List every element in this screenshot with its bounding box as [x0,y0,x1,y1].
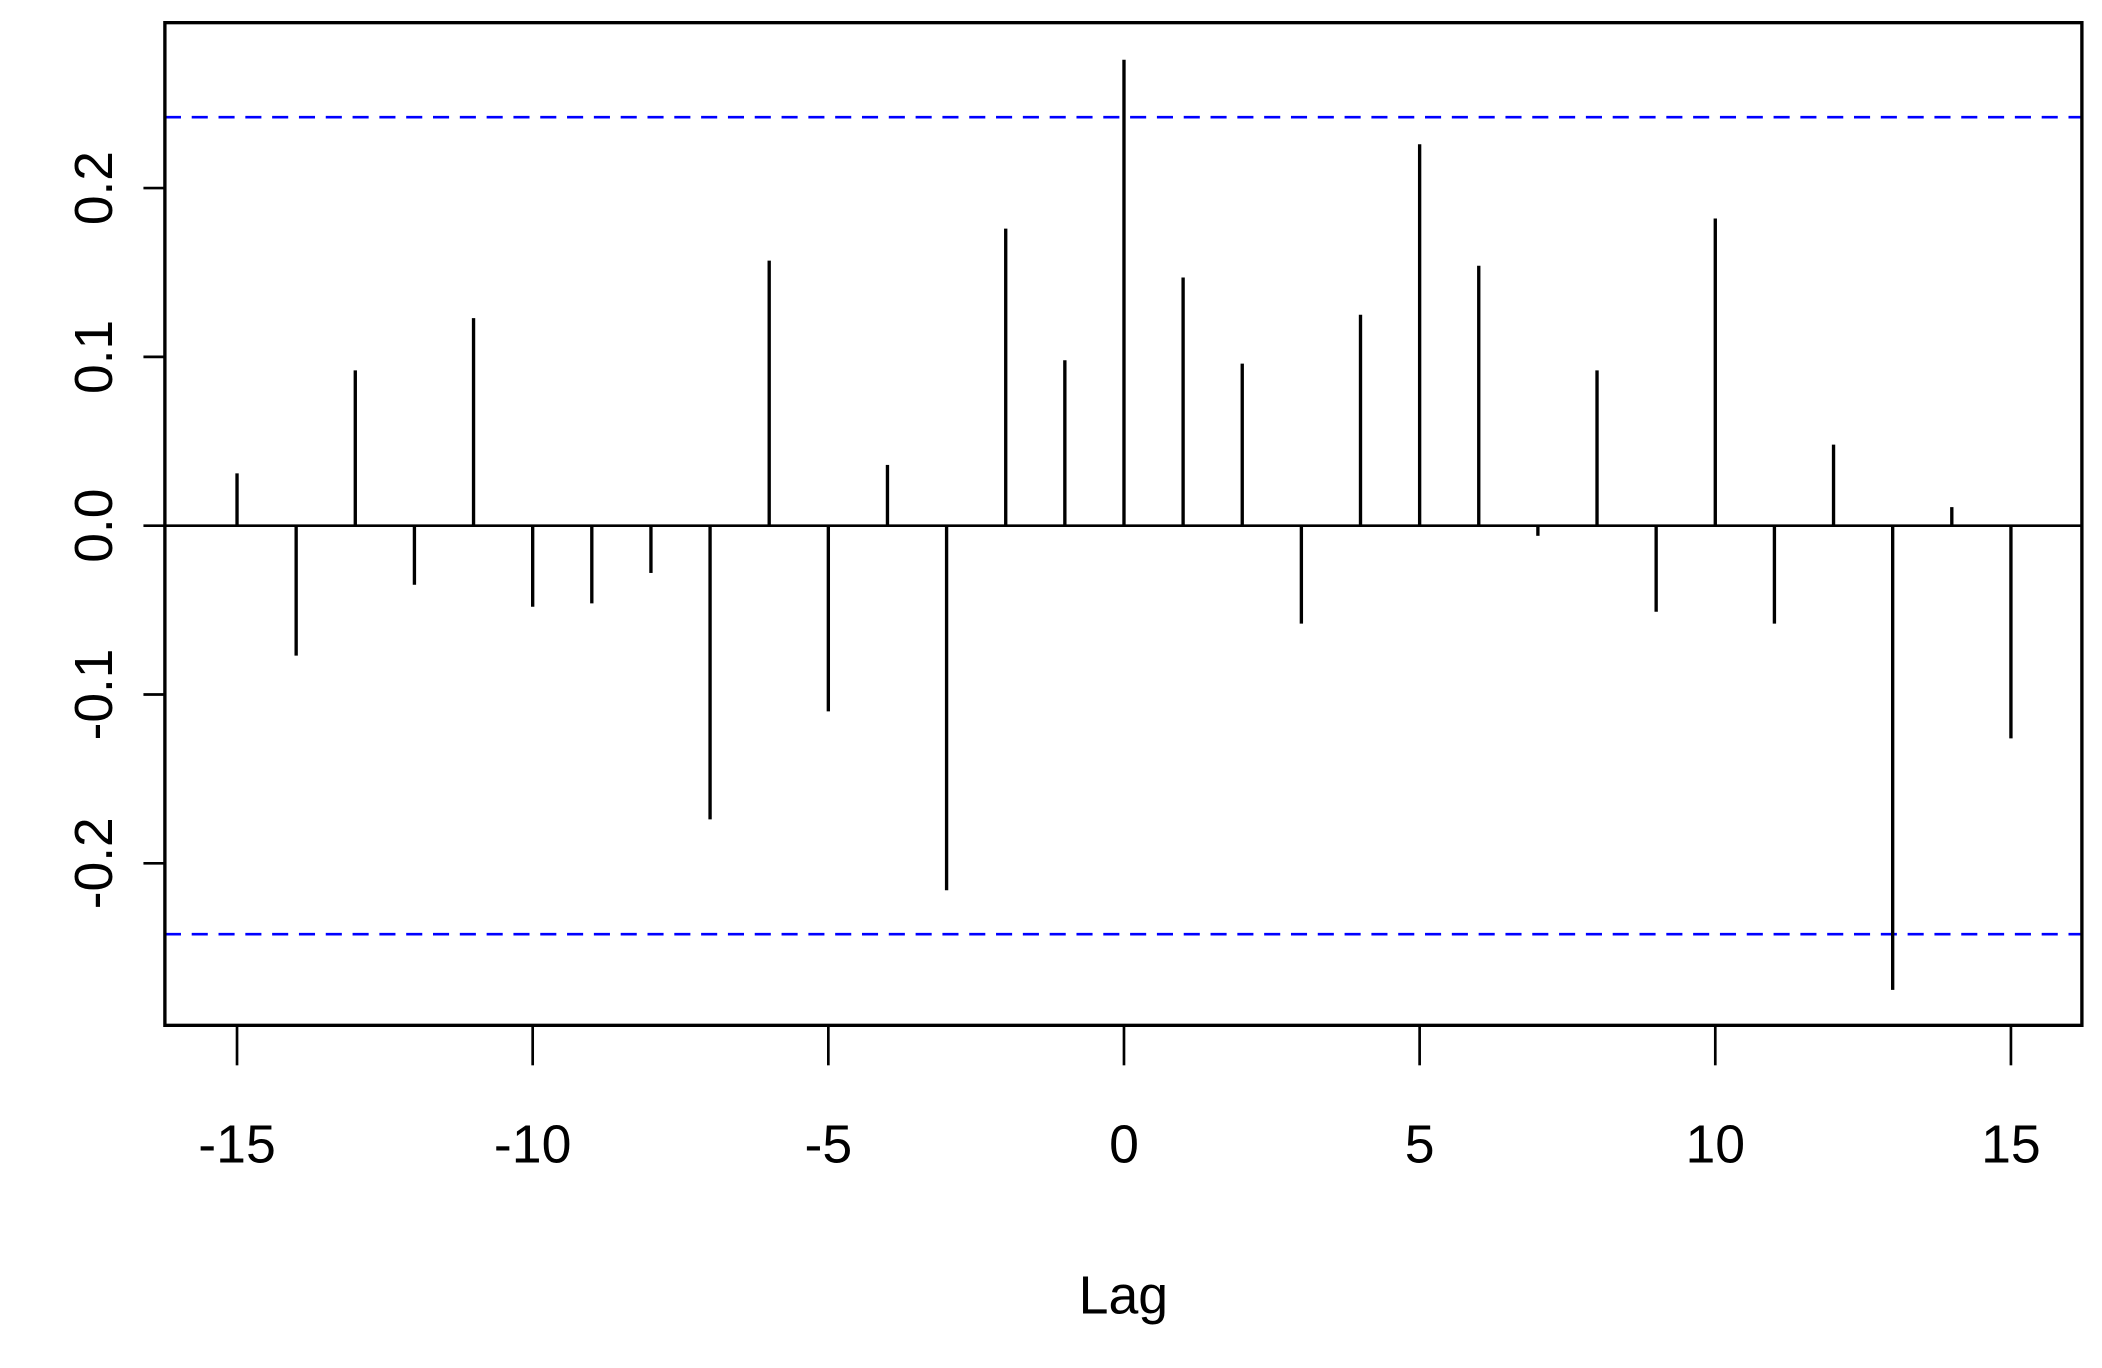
x-tick-label: 15 [1981,1116,2041,1175]
x-tick-label: -10 [494,1116,571,1175]
x-tick-label: -15 [198,1116,275,1175]
x-tick-label: 10 [1685,1116,1745,1175]
y-tick-label: -0.1 [65,649,124,741]
x-tick-label: -5 [804,1116,852,1175]
x-axis-label: Lag [1079,1266,1168,1325]
y-tick-label: 0.1 [65,320,124,394]
plot-frame [163,21,2084,1027]
x-tick-label: 5 [1405,1116,1435,1175]
y-tick-label: -0.2 [65,817,124,909]
y-tick-label: 0.0 [65,489,124,563]
x-tick-label: 0 [1109,1116,1139,1175]
y-tick-label: 0.2 [65,151,124,225]
